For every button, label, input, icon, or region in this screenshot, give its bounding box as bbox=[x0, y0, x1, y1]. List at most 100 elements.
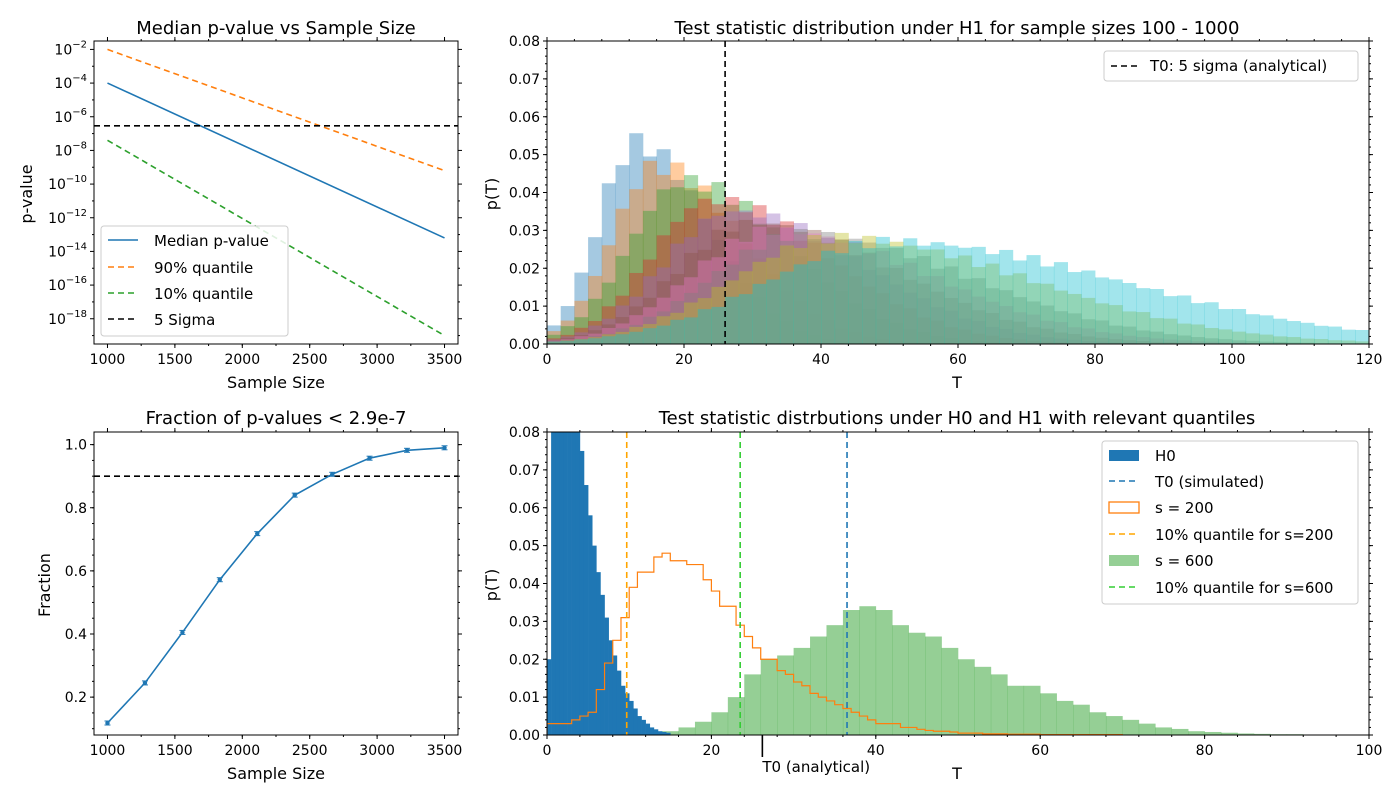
histogram-bar bbox=[642, 328, 657, 344]
histogram-bar bbox=[684, 277, 699, 344]
histogram-bar bbox=[752, 223, 767, 344]
x-tick-label: 1000 bbox=[90, 743, 126, 759]
histogram-bar bbox=[1053, 290, 1068, 344]
histogram-bar bbox=[1314, 339, 1329, 344]
axes-frame bbox=[93, 431, 459, 736]
histogram-bar bbox=[793, 256, 808, 344]
histogram-bar bbox=[697, 218, 712, 344]
histogram-bar bbox=[875, 251, 890, 344]
legend-entry-q200: 10% quantile for s=200 bbox=[1155, 526, 1333, 544]
histogram-bar bbox=[547, 339, 562, 344]
histogram-bar bbox=[588, 330, 603, 344]
y-axis-label: p(T) bbox=[482, 178, 501, 210]
y-tick-label: 0.08 bbox=[509, 425, 540, 441]
histogram-bar bbox=[711, 215, 726, 344]
histogram-bar bbox=[807, 235, 822, 344]
histogram-bar bbox=[670, 273, 685, 344]
histogram-bar bbox=[601, 282, 616, 344]
histogram-bar bbox=[642, 156, 657, 344]
histogram-bar bbox=[697, 309, 712, 344]
histogram-bar bbox=[697, 260, 712, 344]
histogram-bar bbox=[559, 432, 564, 735]
histogram-bar bbox=[642, 259, 657, 344]
y-tick-label: 0.07 bbox=[509, 463, 540, 479]
histogram-bar bbox=[574, 335, 589, 344]
x-tick-label: 2500 bbox=[292, 352, 328, 368]
histogram-bar bbox=[629, 326, 644, 344]
histogram-bar bbox=[999, 249, 1014, 344]
histogram-bar bbox=[1190, 303, 1205, 344]
annotation-t0-analytical: T0 (analytical) bbox=[761, 758, 870, 776]
histogram-bar bbox=[985, 288, 1000, 344]
plot-area bbox=[547, 41, 1369, 344]
histogram-bar bbox=[1177, 340, 1192, 344]
histogram-bar bbox=[1067, 272, 1082, 344]
histogram-bar bbox=[1108, 339, 1123, 344]
histogram-bar bbox=[752, 226, 767, 344]
histogram-bar bbox=[1040, 693, 1057, 735]
legend-entry-t0: T0: 5 sigma (analytical) bbox=[1149, 57, 1327, 75]
histogram-bar bbox=[821, 282, 836, 344]
histogram-bar bbox=[807, 313, 822, 344]
x-tick-label: 1500 bbox=[157, 743, 193, 759]
histogram-bar bbox=[670, 285, 685, 344]
x-tick-label: 60 bbox=[1031, 743, 1049, 759]
x-tick-label: 1500 bbox=[157, 352, 193, 368]
histogram-bar bbox=[862, 252, 877, 344]
histogram-bar bbox=[601, 333, 616, 344]
y-tick-label: 0.04 bbox=[509, 577, 540, 593]
histogram-bar bbox=[958, 247, 973, 344]
histogram-bar bbox=[985, 263, 1000, 344]
histogram-bar bbox=[725, 204, 740, 344]
histogram-bar bbox=[999, 328, 1014, 344]
histogram-bar bbox=[807, 242, 822, 344]
histogram-bar bbox=[1190, 324, 1205, 344]
histogram-bar bbox=[889, 264, 904, 344]
histogram-bar bbox=[985, 254, 1000, 344]
histogram-bar bbox=[1232, 342, 1247, 344]
histogram-bar bbox=[834, 340, 849, 344]
histogram-bar bbox=[958, 289, 973, 344]
y-tick-label: 0.03 bbox=[509, 614, 540, 630]
histogram-bar bbox=[779, 245, 794, 344]
legend-entry-t0-sim: T0 (simulated) bbox=[1154, 473, 1264, 491]
histogram-bar bbox=[834, 255, 849, 344]
x-axis-label: Sample Size bbox=[227, 373, 325, 392]
x-axis-label: T bbox=[951, 764, 962, 783]
histogram-bar bbox=[633, 708, 638, 735]
histogram-bar bbox=[600, 594, 605, 735]
histogram-bar bbox=[1221, 732, 1238, 735]
histogram-bar bbox=[588, 325, 603, 344]
histogram-bar bbox=[1245, 333, 1260, 344]
histogram-bar bbox=[1163, 342, 1178, 344]
histogram-bar bbox=[903, 329, 918, 344]
histogram-bar bbox=[889, 247, 904, 344]
histogram-bar bbox=[547, 338, 562, 344]
histogram-bar bbox=[1188, 731, 1205, 735]
histogram-bar bbox=[629, 315, 644, 344]
histogram-bar bbox=[547, 341, 562, 344]
legend-swatch bbox=[1109, 450, 1139, 461]
histogram-bar bbox=[738, 241, 753, 344]
histogram-bar bbox=[1073, 704, 1090, 735]
legend-box bbox=[1103, 50, 1359, 82]
histogram-bar bbox=[752, 258, 767, 344]
legend-entry-h0: H0 bbox=[1155, 447, 1176, 465]
histogram-bar bbox=[875, 247, 890, 344]
histogram-bar bbox=[834, 242, 849, 344]
histogram-bar bbox=[1053, 322, 1068, 344]
histogram-series bbox=[547, 232, 1369, 344]
histogram-bar bbox=[958, 302, 973, 344]
histogram-bar bbox=[862, 248, 877, 344]
histogram-bar bbox=[752, 283, 767, 344]
histogram-bar bbox=[694, 721, 712, 735]
histogram-bar bbox=[615, 165, 630, 344]
histogram-bar bbox=[766, 227, 781, 344]
histogram-bar bbox=[725, 211, 740, 344]
histogram-bar bbox=[903, 308, 918, 344]
histogram-bar bbox=[821, 319, 836, 344]
histogram-series bbox=[547, 236, 1369, 344]
histogram-bar bbox=[1040, 305, 1055, 344]
histogram-bar bbox=[944, 286, 959, 344]
histogram-bar bbox=[807, 240, 822, 344]
